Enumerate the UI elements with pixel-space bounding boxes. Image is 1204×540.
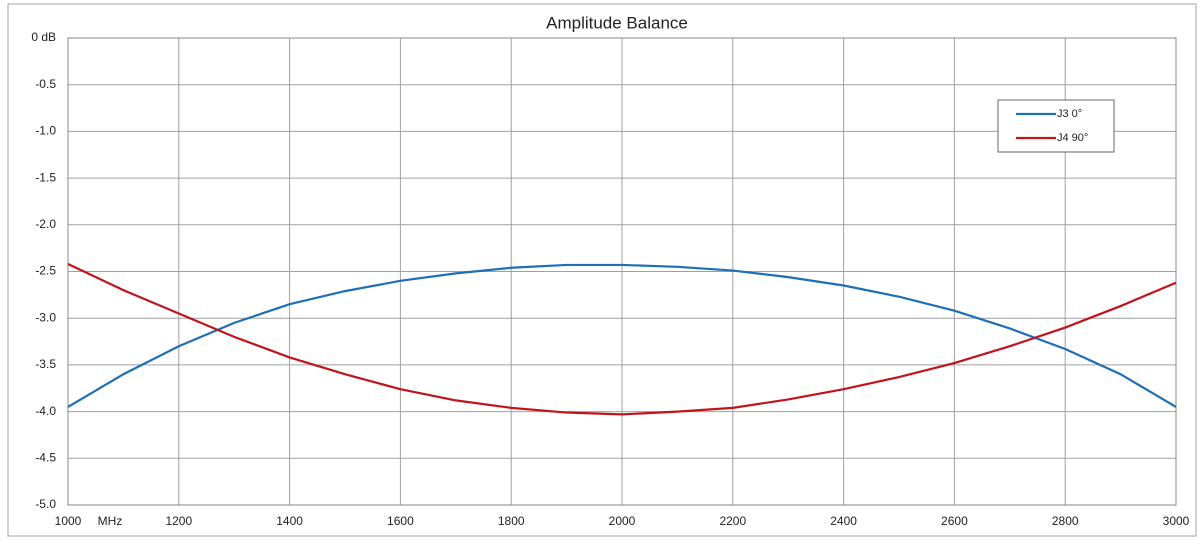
x-tick-label: 2800: [1052, 514, 1079, 528]
series-line: [67, 263, 1177, 408]
y-tick-label: -1.0: [35, 124, 56, 138]
legend-label: J3 0°: [1057, 108, 1082, 120]
y-tick-label: -0.5: [35, 77, 56, 91]
y-tick-label: -1.5: [35, 170, 56, 184]
y-tick-label: -4.0: [35, 404, 56, 418]
y-tick-label: -2.5: [35, 264, 56, 278]
plot-border: [67, 37, 1177, 506]
legend-label: J4 90°: [1057, 132, 1088, 144]
x-tick-label: 1200: [165, 514, 192, 528]
y-tick-label: -4.5: [35, 450, 56, 464]
x-tick-label: 1400: [276, 514, 303, 528]
x-tick-label: 1000: [55, 514, 82, 528]
x-tick-label: 1600: [387, 514, 414, 528]
x-tick-label: 3000: [1163, 514, 1190, 528]
y-tick-label: -3.5: [35, 357, 56, 371]
y-tick-label: -2.0: [35, 217, 56, 231]
x-tick-label: 2400: [830, 514, 857, 528]
x-tick-label: 1800: [498, 514, 525, 528]
legend-box: [997, 99, 1115, 153]
y-tick-label: -3.0: [35, 310, 56, 324]
chart-title: Amplitude Balance: [546, 13, 688, 32]
y-tick-label: 0 dB: [31, 30, 56, 44]
x-axis-label: MHz: [98, 514, 123, 528]
x-tick-label: 2000: [609, 514, 636, 528]
series-line: [67, 263, 1177, 416]
x-tick-label: 2600: [941, 514, 968, 528]
y-tick-label: -5.0: [35, 497, 56, 511]
chart-frame: [7, 3, 1197, 537]
x-tick-label: 2200: [719, 514, 746, 528]
